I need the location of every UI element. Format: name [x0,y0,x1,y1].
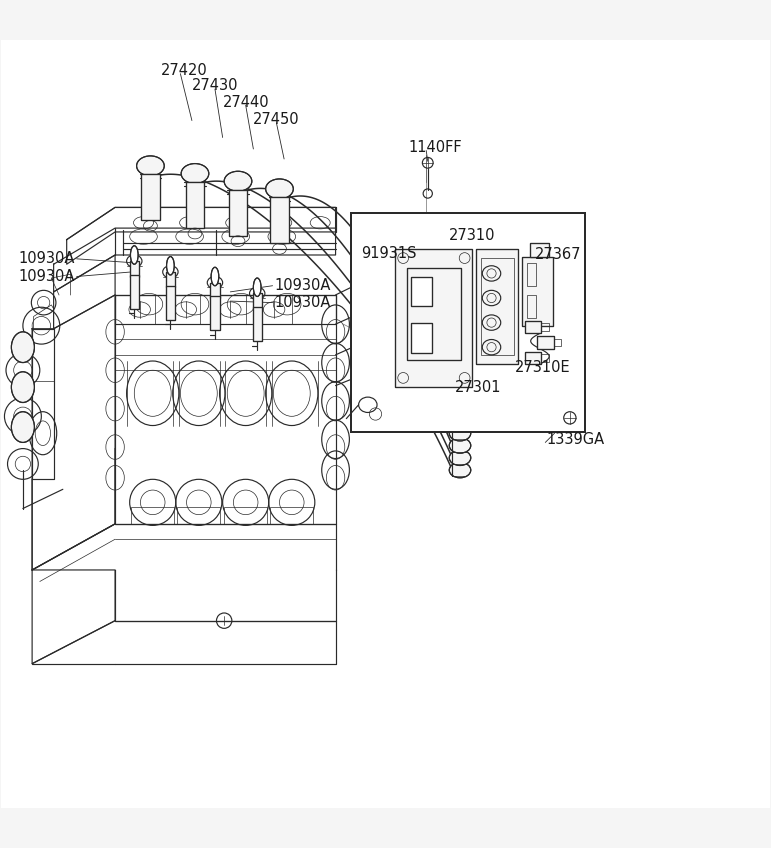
Bar [166,272,175,287]
Bar [224,507,268,524]
Bar [166,272,175,287]
Bar [351,213,585,432]
Ellipse shape [136,156,164,176]
Bar [130,261,139,276]
Ellipse shape [12,412,35,443]
Text: 10930A: 10930A [19,251,75,266]
Bar [407,268,461,360]
Bar [407,268,461,360]
Bar [229,190,247,236]
Bar [522,257,553,326]
Text: 1339GA: 1339GA [547,432,605,447]
Text: 1140FF: 1140FF [409,140,462,155]
Bar [530,243,549,257]
Bar [130,275,139,309]
Ellipse shape [449,438,471,453]
Bar [411,277,433,306]
Bar [271,507,313,524]
Bar [186,182,204,228]
Text: 27310E: 27310E [514,360,571,375]
Bar [186,182,204,228]
Bar [166,286,175,320]
Ellipse shape [266,179,293,199]
Ellipse shape [224,171,252,192]
Bar [210,282,220,298]
Bar [537,337,554,349]
Text: 91931S: 91931S [361,246,416,261]
Bar [527,263,536,286]
Bar [481,258,513,354]
Bar [524,352,541,364]
Bar [411,323,433,353]
Bar [411,323,433,353]
Bar [476,248,518,364]
Bar [253,307,262,341]
Bar [351,213,585,432]
Ellipse shape [449,426,471,441]
Bar [229,190,247,236]
Bar [210,297,220,330]
Bar [141,175,160,220]
Bar [527,295,536,318]
Bar [141,175,160,220]
Text: 27367: 27367 [535,248,582,263]
Bar [130,275,139,309]
Bar [130,261,139,276]
Bar [541,323,549,331]
Bar [537,337,554,349]
Text: 10930A: 10930A [274,278,331,293]
Bar [522,257,553,326]
Ellipse shape [449,450,471,466]
Bar [411,277,433,306]
Ellipse shape [12,332,35,363]
Bar [541,354,549,362]
Bar [253,293,262,309]
Ellipse shape [254,278,261,297]
Bar [396,248,473,388]
Ellipse shape [130,246,138,265]
Text: 27450: 27450 [254,112,300,127]
Bar [253,307,262,341]
Ellipse shape [181,164,209,183]
Bar [476,248,518,364]
Bar [524,321,541,333]
Text: 27440: 27440 [223,95,269,110]
Bar [166,286,175,320]
Bar [396,248,473,388]
Ellipse shape [167,257,174,275]
Text: 10930A: 10930A [274,295,331,310]
Ellipse shape [449,462,471,477]
Bar [524,321,541,333]
Text: 27301: 27301 [455,380,501,394]
Bar [210,282,220,298]
Text: 27420: 27420 [161,63,208,78]
Bar [177,507,221,524]
Bar [131,507,174,524]
Bar [530,243,549,257]
Bar [271,198,288,243]
Bar [253,293,262,309]
Bar [271,198,288,243]
Bar [210,297,220,330]
Text: 27430: 27430 [192,79,238,93]
Text: 10930A: 10930A [19,269,75,284]
Ellipse shape [211,267,219,286]
Ellipse shape [12,371,35,403]
Bar [554,338,561,347]
Text: 27310: 27310 [449,227,495,243]
Bar [524,352,541,364]
